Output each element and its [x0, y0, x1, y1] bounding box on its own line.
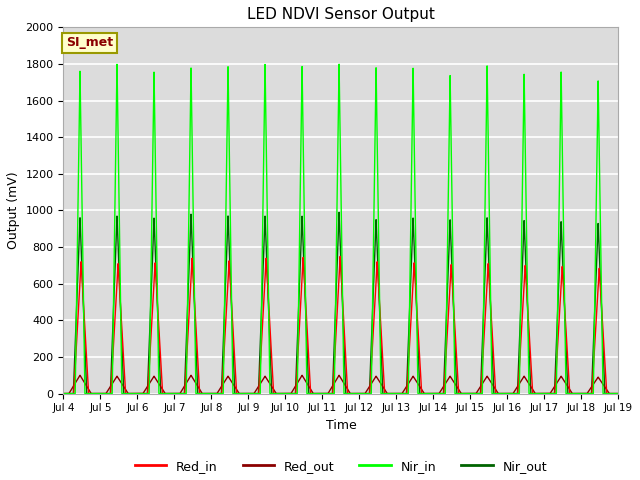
Title: LED NDVI Sensor Output: LED NDVI Sensor Output — [247, 7, 435, 22]
Text: SI_met: SI_met — [66, 36, 113, 49]
X-axis label: Time: Time — [326, 419, 356, 432]
Legend: Red_in, Red_out, Nir_in, Nir_out: Red_in, Red_out, Nir_in, Nir_out — [130, 455, 552, 478]
Y-axis label: Output (mV): Output (mV) — [7, 172, 20, 249]
